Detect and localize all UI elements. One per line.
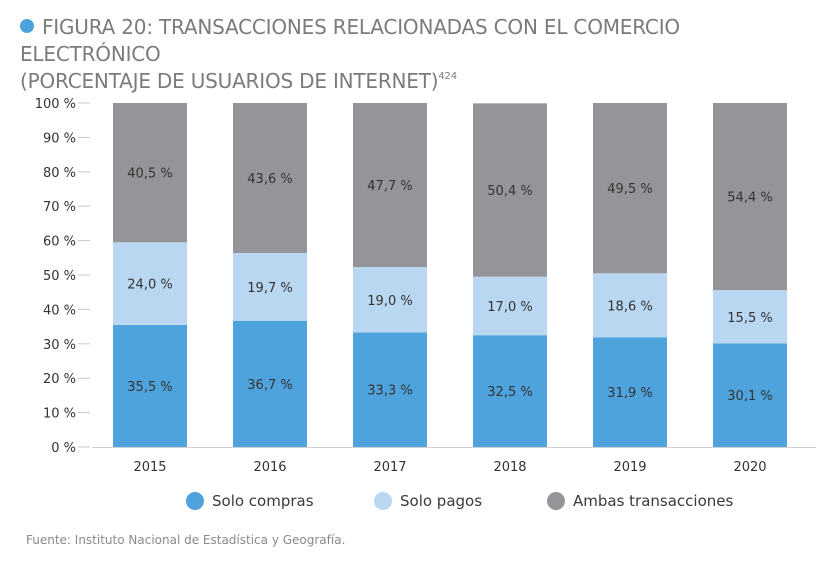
bar-segment: [473, 335, 547, 447]
data-label: 43,6 %: [247, 172, 292, 187]
bar-segment: [593, 103, 667, 274]
data-label: 19,7 %: [247, 281, 292, 296]
chart-title-line1: FIGURA 20: TRANSACCIONES RELACIONADAS CO…: [20, 15, 680, 66]
bar-segment: [473, 103, 547, 277]
bar-segment: [593, 337, 667, 447]
data-label: 31,9 %: [607, 386, 652, 401]
data-label: 36,7 %: [247, 378, 292, 393]
y-tick-label: 80 %: [43, 166, 76, 181]
y-tick-label: 20 %: [43, 372, 76, 387]
chart-title-line2: (PORCENTAJE DE USUARIOS DE INTERNET): [20, 69, 439, 93]
bar-segment: [233, 103, 307, 253]
y-tick-label: 70 %: [43, 200, 76, 215]
bar-segment: [353, 103, 427, 268]
legend-item-solo-compras: Solo compras: [186, 492, 314, 510]
y-tick-label: 0 %: [51, 441, 76, 456]
stacked-bar-chart: 0 % 10 % 20 % 30 % 40 % 50 % 60 % 70 % 80 % 90 % 1…: [35, 97, 816, 475]
chart-legend: Solo compras Solo pagos Ambas transaccio…: [0, 492, 827, 516]
x-tick-label: 2020: [733, 460, 766, 475]
x-tick-label: 2015: [133, 460, 166, 475]
bar-segment: [713, 290, 787, 344]
legend-swatch-ambas-transacciones: [547, 492, 565, 510]
data-label: 18,6 %: [607, 299, 652, 314]
bar-segment: [353, 332, 427, 447]
y-tick-label: 90 %: [43, 131, 76, 146]
legend-label-solo-pagos: Solo pagos: [400, 492, 483, 510]
y-tick-label: 100 %: [35, 97, 76, 112]
bar-segment: [233, 320, 307, 447]
title-footnote: 424: [438, 71, 457, 82]
data-label: 15,5 %: [727, 311, 772, 326]
legend-swatch-solo-pagos: [374, 492, 392, 510]
data-label: 50,4 %: [487, 184, 532, 199]
y-tick-label: 60 %: [43, 235, 76, 250]
legend-item-ambas-transacciones: Ambas transacciones: [547, 492, 733, 510]
bar-segment: [233, 252, 307, 321]
data-label: 32,5 %: [487, 385, 532, 400]
data-label: 40,5 %: [127, 167, 172, 182]
bar-segment: [473, 276, 547, 336]
legend-label-solo-compras: Solo compras: [212, 492, 314, 510]
data-label: 47,7 %: [367, 179, 412, 194]
data-label: 33,3 %: [367, 384, 412, 399]
source-note: Fuente: Instituto Nacional de Estadístic…: [26, 533, 346, 547]
data-label: 54,4 %: [727, 191, 772, 206]
x-tick-label: 2016: [253, 460, 286, 475]
chart-title: FIGURA 20: TRANSACCIONES RELACIONADAS CO…: [20, 14, 820, 95]
bar-segment: [113, 324, 187, 447]
data-label: 35,5 %: [127, 380, 172, 395]
y-tick-label: 50 %: [43, 269, 76, 284]
bar-segment: [353, 267, 427, 333]
data-label: 30,1 %: [727, 389, 772, 404]
bar-segment: [113, 103, 187, 243]
data-label: 24,0 %: [127, 278, 172, 293]
bar-segment: [113, 242, 187, 325]
bar-segment: [713, 343, 787, 447]
x-tick-label: 2018: [493, 460, 526, 475]
legend-label-ambas-transacciones: Ambas transacciones: [573, 492, 734, 510]
data-label: 17,0 %: [487, 300, 532, 315]
bar-segment: [713, 103, 787, 291]
data-label: 19,0 %: [367, 294, 412, 309]
y-tick-label: 30 %: [43, 338, 76, 353]
x-tick-label: 2017: [373, 460, 406, 475]
title-bullet-icon: [20, 19, 34, 33]
y-tick-label: 10 %: [43, 407, 76, 422]
legend-swatch-solo-compras: [186, 492, 204, 510]
x-tick-label: 2019: [613, 460, 646, 475]
data-label: 49,5 %: [607, 182, 652, 197]
y-tick-label: 40 %: [43, 303, 76, 318]
bar-segment: [593, 273, 667, 338]
legend-item-solo-pagos: Solo pagos: [374, 492, 482, 510]
